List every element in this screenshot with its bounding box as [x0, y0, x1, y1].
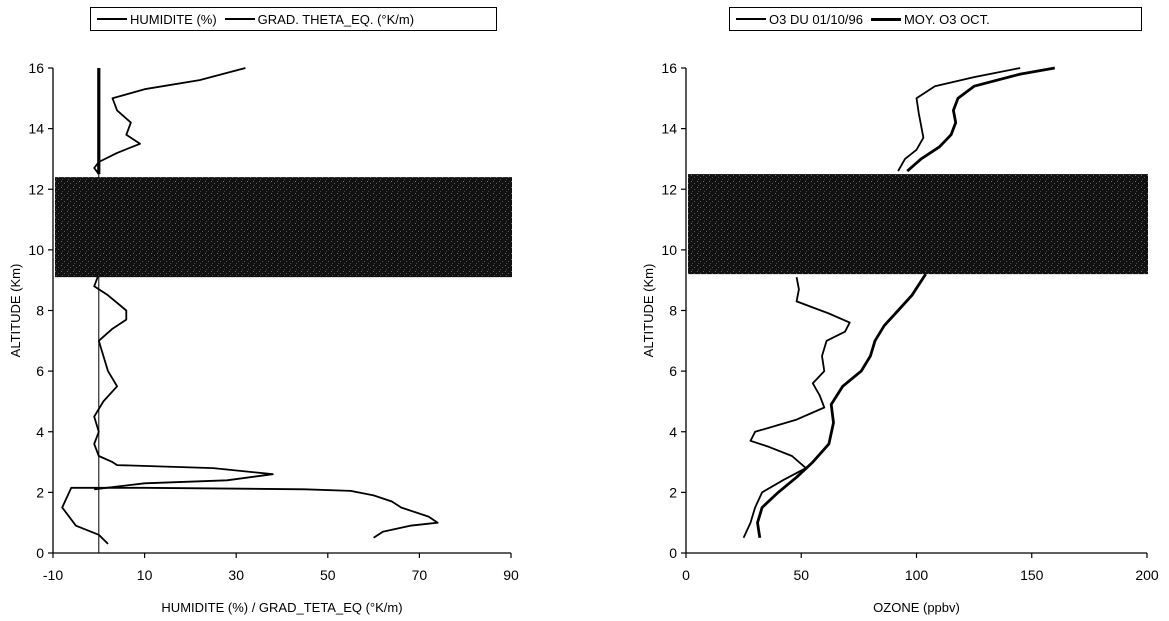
- shaded-band: [55, 177, 512, 278]
- legend-label: O3 DU 01/10/96: [769, 11, 863, 27]
- legend-label: MOY. O3 OCT.: [903, 11, 990, 27]
- x-tick-label: -10: [43, 567, 63, 583]
- x-tick-label: 90: [503, 567, 519, 583]
- y-tick-label: 4: [669, 424, 677, 440]
- y-axis-title: ALTITUDE (Km): [8, 264, 23, 358]
- x-tick-label: 0: [682, 567, 690, 583]
- y-tick-label: 8: [669, 303, 677, 319]
- x-tick-label: 150: [1020, 567, 1044, 583]
- x-tick-label: 30: [228, 567, 244, 583]
- x-axis-title: OZONE (ppbv): [873, 600, 960, 615]
- y-tick-label: 6: [36, 363, 44, 379]
- y-tick-label: 16: [28, 60, 44, 76]
- legend-swatch: [870, 17, 901, 21]
- y-tick-label: 2: [36, 484, 44, 500]
- legend-label: GRAD. THETA_EQ. (°K/m): [257, 11, 415, 27]
- y-tick-label: 8: [36, 303, 44, 319]
- series-line: [897, 67, 1021, 172]
- y-tick-label: 0: [36, 545, 44, 561]
- y-tick-label: 12: [28, 181, 44, 197]
- y-tick-label: 10: [28, 242, 44, 258]
- y-tick-label: 16: [661, 60, 677, 76]
- y-axis-title: ALTITUDE (Km): [641, 264, 656, 358]
- y-tick-label: 14: [661, 121, 677, 137]
- ozone-chart: 0 2 4 6 8 10 12 14 16 0 50 100 150 200 OZONE (ppbv) ALT…: [641, 60, 1159, 615]
- humidity-chart: 0 2 4 6 8 10 12 14 16 -10 10 30 50 70 90 HUMIDITE (%) /…: [8, 60, 519, 615]
- legend-item-o3-mean: MOY. O3 OCT.: [870, 11, 990, 27]
- series-line: [61, 486, 439, 545]
- x-tick-label: 50: [793, 567, 809, 583]
- series-line: [93, 273, 274, 491]
- y-tick-label: 6: [669, 363, 677, 379]
- x-tick-label: 10: [137, 567, 153, 583]
- series-line: [93, 67, 246, 175]
- x-tick-label: 50: [320, 567, 336, 583]
- x-tick-label: 70: [412, 567, 428, 583]
- y-tick-label: 14: [28, 121, 44, 137]
- legend-item-o3-day: O3 DU 01/10/96: [736, 12, 863, 27]
- y-tick-label: 10: [661, 242, 677, 258]
- y-tick-label: 12: [661, 181, 677, 197]
- legend-item-grad-theta: GRAD. THETA_EQ. (°K/m): [224, 11, 415, 27]
- series-line: [742, 277, 851, 539]
- x-axis-title: HUMIDITE (%) / GRAD_TETA_EQ (°K/m): [161, 600, 402, 615]
- legend-swatch: [97, 18, 127, 20]
- y-tick-label: 2: [669, 484, 677, 500]
- series-line: [756, 273, 927, 539]
- legend-swatch: [224, 18, 255, 20]
- y-tick-label: 4: [36, 424, 44, 440]
- x-tick-label: 100: [905, 567, 929, 583]
- series-line: [906, 66, 1056, 173]
- shaded-band: [688, 174, 1148, 275]
- legend-right: O3 DU 01/10/96 MOY. O3 OCT.: [729, 7, 1142, 31]
- legend-swatch: [736, 18, 766, 20]
- x-tick-label: 200: [1135, 567, 1159, 583]
- legend-item-humidite: HUMIDITE (%): [97, 12, 217, 27]
- legend-label: HUMIDITE (%): [130, 11, 217, 27]
- y-tick-label: 0: [669, 545, 677, 561]
- legend-left: HUMIDITE (%) GRAD. THETA_EQ. (°K/m): [90, 7, 497, 31]
